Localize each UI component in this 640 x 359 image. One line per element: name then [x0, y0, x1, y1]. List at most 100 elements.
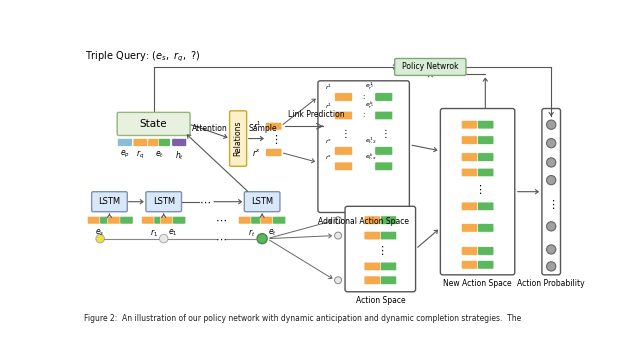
FancyBboxPatch shape [477, 136, 494, 144]
FancyBboxPatch shape [461, 224, 477, 232]
FancyBboxPatch shape [244, 192, 280, 212]
Circle shape [257, 234, 267, 244]
FancyBboxPatch shape [120, 216, 133, 224]
FancyBboxPatch shape [154, 216, 167, 224]
FancyBboxPatch shape [335, 111, 353, 120]
FancyBboxPatch shape [461, 202, 477, 211]
Text: Additional Action Space: Additional Action Space [318, 217, 409, 226]
Circle shape [547, 120, 556, 129]
Text: $\vdots$: $\vdots$ [474, 183, 482, 196]
FancyBboxPatch shape [148, 139, 159, 146]
FancyBboxPatch shape [364, 262, 380, 271]
FancyBboxPatch shape [477, 261, 494, 269]
FancyBboxPatch shape [461, 261, 477, 269]
FancyBboxPatch shape [364, 276, 380, 284]
Text: LSTM: LSTM [251, 197, 273, 206]
FancyBboxPatch shape [251, 216, 264, 224]
FancyBboxPatch shape [364, 216, 380, 224]
Text: $\vdots$: $\vdots$ [380, 127, 387, 140]
FancyBboxPatch shape [375, 162, 393, 171]
FancyBboxPatch shape [477, 202, 494, 211]
Circle shape [96, 234, 104, 243]
FancyBboxPatch shape [173, 216, 186, 224]
FancyBboxPatch shape [146, 192, 182, 212]
FancyBboxPatch shape [542, 108, 561, 275]
Text: $h_t$: $h_t$ [175, 149, 184, 162]
Text: $e_p$: $e_p$ [120, 149, 130, 160]
FancyBboxPatch shape [133, 139, 148, 146]
Text: Link Prediction: Link Prediction [289, 110, 345, 119]
Text: $r^x$: $r^x$ [252, 147, 261, 158]
FancyBboxPatch shape [335, 93, 353, 101]
Text: $e^1_{r^1}$: $e^1_{r^1}$ [365, 81, 375, 92]
Text: $r_q$: $r_q$ [136, 149, 145, 162]
FancyBboxPatch shape [477, 121, 494, 129]
Circle shape [335, 277, 342, 284]
Circle shape [547, 262, 556, 271]
FancyBboxPatch shape [266, 122, 282, 130]
Text: $\vdots$: $\vdots$ [376, 244, 385, 257]
Text: Action Space: Action Space [355, 296, 405, 305]
Text: New Action Space: New Action Space [444, 279, 512, 288]
Text: $\cdots$: $\cdots$ [199, 197, 211, 207]
Text: LSTM: LSTM [99, 197, 120, 206]
FancyBboxPatch shape [364, 231, 380, 240]
Text: $r^1$: $r^1$ [253, 120, 261, 132]
Text: $\vdots$: $\vdots$ [547, 198, 556, 211]
Text: $e_t$: $e_t$ [269, 227, 278, 238]
FancyBboxPatch shape [273, 216, 286, 224]
FancyBboxPatch shape [461, 136, 477, 144]
FancyBboxPatch shape [345, 206, 415, 292]
Text: $r_t$: $r_t$ [248, 227, 255, 239]
FancyBboxPatch shape [117, 112, 190, 135]
FancyBboxPatch shape [159, 139, 170, 146]
FancyBboxPatch shape [395, 59, 466, 75]
FancyBboxPatch shape [160, 216, 173, 224]
Text: $e_1$: $e_1$ [168, 227, 178, 238]
Text: $r^1$: $r^1$ [325, 102, 332, 111]
FancyBboxPatch shape [461, 153, 477, 161]
Text: $\vdots$: $\vdots$ [269, 133, 278, 146]
Text: $\vdots$: $\vdots$ [340, 127, 347, 140]
Circle shape [547, 139, 556, 148]
Text: $e_s$: $e_s$ [95, 227, 105, 238]
Circle shape [159, 234, 168, 243]
Text: Figure 2:  An illustration of our policy network with dynamic anticipation and d: Figure 2: An illustration of our policy … [84, 314, 521, 323]
Text: Policy Netwrok: Policy Netwrok [402, 62, 458, 71]
Text: $r^x$: $r^x$ [325, 153, 332, 162]
Text: :: : [362, 112, 365, 118]
FancyBboxPatch shape [461, 121, 477, 129]
FancyBboxPatch shape [477, 153, 494, 161]
Text: $r_1$: $r_1$ [150, 227, 159, 239]
Text: State: State [140, 119, 168, 129]
FancyBboxPatch shape [141, 216, 155, 224]
Circle shape [547, 222, 556, 231]
Text: $e^k_{r^1}$: $e^k_{r^1}$ [365, 99, 375, 111]
FancyBboxPatch shape [100, 216, 113, 224]
Circle shape [547, 245, 556, 254]
Text: $r^x$: $r^x$ [325, 138, 332, 146]
Circle shape [547, 158, 556, 167]
Text: $e^1_{r,2}$: $e^1_{r,2}$ [365, 136, 378, 146]
Circle shape [335, 232, 342, 239]
FancyBboxPatch shape [380, 231, 397, 240]
Text: $e_t$: $e_t$ [155, 149, 164, 160]
FancyBboxPatch shape [88, 216, 100, 224]
FancyBboxPatch shape [380, 216, 397, 224]
FancyBboxPatch shape [380, 276, 397, 284]
Text: $\cdots$: $\cdots$ [215, 215, 227, 225]
FancyBboxPatch shape [461, 168, 477, 177]
FancyBboxPatch shape [108, 216, 121, 224]
FancyBboxPatch shape [375, 146, 393, 155]
Circle shape [547, 176, 556, 185]
FancyBboxPatch shape [335, 146, 353, 155]
Text: Sample: Sample [248, 124, 277, 133]
Text: Action Probability: Action Probability [517, 279, 585, 288]
Circle shape [335, 217, 342, 224]
FancyBboxPatch shape [260, 216, 273, 224]
Text: Triple Query: $(e_s,\ r_q,\ ?)$: Triple Query: $(e_s,\ r_q,\ ?)$ [84, 50, 200, 64]
Text: LSTM: LSTM [152, 197, 175, 206]
FancyBboxPatch shape [118, 139, 132, 146]
FancyBboxPatch shape [172, 139, 187, 146]
FancyBboxPatch shape [375, 93, 393, 101]
